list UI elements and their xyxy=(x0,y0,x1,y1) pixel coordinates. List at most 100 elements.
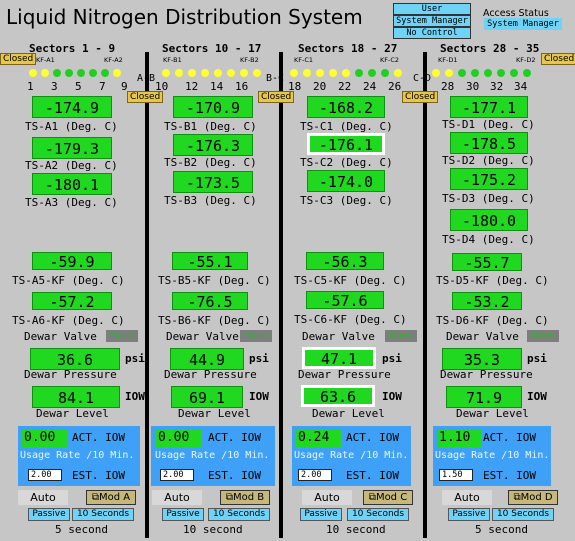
valve-led xyxy=(523,69,531,77)
sector-number: 34 xyxy=(514,80,528,93)
valve-led xyxy=(214,69,222,77)
ts-c5-kf-label: TS-C5-KF (Deg. C) xyxy=(294,274,407,287)
update-period-b: 10 second xyxy=(183,523,243,536)
module-icon: ⧉ xyxy=(368,492,376,503)
valve-led xyxy=(41,69,49,77)
est-iow-label: EST. IOW xyxy=(346,469,399,482)
access-system-manager-button[interactable]: System Manager xyxy=(393,15,471,27)
crossover-bc-label: B-C xyxy=(266,73,285,84)
sector-divider xyxy=(279,52,283,538)
dewar-valve-c-state[interactable]: Open xyxy=(385,330,417,342)
valve-led xyxy=(497,69,505,77)
dewar-level-label: Dewar Level xyxy=(36,407,109,420)
sector-d-closed-valve[interactable]: Closed xyxy=(541,53,575,65)
dewar-valve-label: Dewar Valve xyxy=(302,330,375,343)
sector-a-closed-valve[interactable]: Closed xyxy=(0,53,37,65)
crossover-bc-valve[interactable]: Closed xyxy=(258,91,295,103)
valve-led xyxy=(458,69,466,77)
valve-led xyxy=(329,69,337,77)
ts-b6-kf-label: TS-B6-KF (Deg. C) xyxy=(158,314,271,327)
passive-d-button[interactable]: Passive xyxy=(448,508,490,521)
passive-c-button[interactable]: Passive xyxy=(300,508,342,521)
sector-divider xyxy=(423,52,427,538)
access-no-control-button[interactable]: No Control xyxy=(393,27,471,39)
access-status-value: System Manager xyxy=(484,18,562,30)
est-iow-b-input[interactable]: 2.00 xyxy=(160,469,194,481)
sector-c-header: Sectors 18 - 27 xyxy=(298,42,398,55)
valve-led xyxy=(65,69,73,77)
sector-number: 3 xyxy=(51,80,58,93)
module-icon: ⧉ xyxy=(91,492,99,503)
ts-b6-kf-value: -76.5 xyxy=(172,292,248,311)
seconds-d-button[interactable]: 10 Seconds xyxy=(492,508,554,521)
act-iow-c-value: 0.24 xyxy=(296,429,341,447)
ts-c3-label: TS-C3 (Deg. C) xyxy=(300,194,393,207)
valve-led xyxy=(303,69,311,77)
ts-c6-kf-label: TS-C6-KF (Deg. C) xyxy=(294,313,407,326)
seconds-b-button[interactable]: 10 Seconds xyxy=(208,508,270,521)
ts-a1-value: -174.9 xyxy=(32,96,112,118)
ts-c3-value: -174.0 xyxy=(307,170,385,192)
valve-led xyxy=(188,69,196,77)
est-iow-label: EST. IOW xyxy=(72,469,125,482)
level-unit: IOW xyxy=(527,390,547,403)
usage-rate-label: Usage Rate /10 Min. xyxy=(155,450,270,461)
dewar-valve-b-state[interactable]: Open xyxy=(240,330,272,342)
dewar-level-label: Dewar Level xyxy=(178,407,251,420)
mod-c-button[interactable]: ⧉Mod C xyxy=(363,490,413,505)
valve-led xyxy=(342,69,350,77)
seconds-c-button[interactable]: 10 Seconds xyxy=(347,508,409,521)
module-icon: ⧉ xyxy=(513,492,521,503)
est-iow-c-input[interactable]: 2.00 xyxy=(298,469,332,481)
mod-a-button[interactable]: ⧉Mod A xyxy=(86,490,136,505)
sector-number: 9 xyxy=(121,80,128,93)
ts-b3-value: -173.5 xyxy=(173,171,253,193)
sector-number: 32 xyxy=(490,80,504,93)
ts-b5-kf-label: TS-B5-KF (Deg. C) xyxy=(158,274,271,287)
crossover-ab-valve[interactable]: Closed xyxy=(127,91,164,103)
access-user-button[interactable]: User xyxy=(393,3,471,15)
mod-d-button[interactable]: ⧉Mod D xyxy=(508,490,558,505)
pressure-unit: psi xyxy=(527,352,547,365)
ts-a6-kf-label: TS-A6-KF (Deg. C) xyxy=(12,314,125,327)
sector-number: 14 xyxy=(210,80,224,93)
valve-led xyxy=(471,69,479,77)
pressure-unit: psi xyxy=(382,352,402,365)
valve-led xyxy=(77,69,85,77)
dewar-pressure-label: Dewar Pressure xyxy=(164,368,257,381)
valve-led xyxy=(394,69,402,77)
kf-c2-label: KF-C2 xyxy=(380,56,400,64)
mod-b-button[interactable]: ⧉Mod B xyxy=(220,490,270,505)
sector-number: 24 xyxy=(363,80,377,93)
dewar-pressure-label: Dewar Pressure xyxy=(440,368,533,381)
ts-c2-value: -176.1 xyxy=(307,133,385,155)
sector-number: 20 xyxy=(313,80,327,93)
est-iow-label: EST. IOW xyxy=(208,469,261,482)
level-unit: IOW xyxy=(249,390,269,403)
valve-led xyxy=(510,69,518,77)
ts-d2-value: -178.5 xyxy=(450,132,528,154)
est-iow-a-input[interactable]: 2.00 xyxy=(28,469,62,481)
crossover-ab-label: A-B xyxy=(137,73,156,84)
ts-b1-value: -170.9 xyxy=(173,96,253,118)
passive-a-button[interactable]: Passive xyxy=(28,508,70,521)
seconds-a-button[interactable]: 10 Seconds xyxy=(72,508,134,521)
act-iow-label: ACT. IOW xyxy=(72,431,125,444)
mod-label: Mod C xyxy=(375,492,408,503)
passive-b-button[interactable]: Passive xyxy=(162,508,204,521)
usage-rate-label: Usage Rate /10 Min. xyxy=(20,450,135,461)
est-iow-d-input[interactable]: 1.50 xyxy=(439,469,473,481)
valve-led xyxy=(29,69,37,77)
sector-b-header: Sectors 10 - 17 xyxy=(162,42,262,55)
crossover-cd-valve[interactable]: Closed xyxy=(402,91,439,103)
valve-led xyxy=(484,69,492,77)
kf-d1-label: KF-D1 xyxy=(438,56,458,64)
dewar-valve-a-state[interactable]: Open xyxy=(106,330,138,342)
auto-b-indicator: Auto xyxy=(152,490,202,505)
est-iow-label: EST. IOW xyxy=(483,469,536,482)
dewar-valve-d-state[interactable]: Open xyxy=(527,330,559,342)
auto-d-indicator: Auto xyxy=(442,490,492,505)
ts-d4-label: TS-D4 (Deg. C) xyxy=(442,233,535,246)
ts-c2-label: TS-C2 (Deg. C) xyxy=(300,156,393,169)
